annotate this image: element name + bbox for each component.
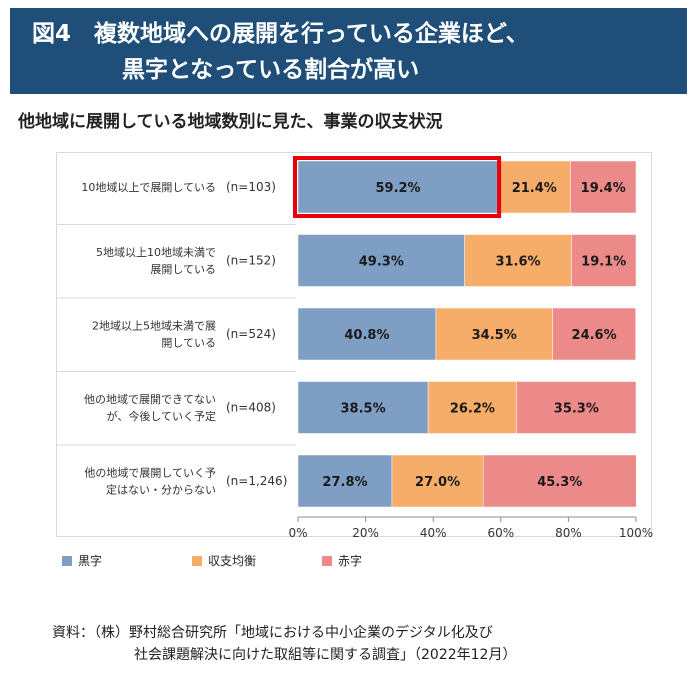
legend-label: 黒字 [78, 554, 103, 568]
chart-frame [56, 152, 652, 537]
figure-title-line2: 黒字となっている割合が高い [122, 57, 420, 83]
legend-label: 赤字 [338, 554, 363, 568]
chart-legend: 黒字 収支均衡 赤字 [0, 552, 700, 572]
legend-swatch [192, 555, 202, 566]
legend-label: 収支均衡 [208, 554, 257, 568]
source-line2: 社会課題解決に向けた取組等に関する調査」（2022年12月） [134, 647, 517, 663]
figure-title-line1: 図4 複数地域への展開を行っている企業ほど、 [32, 21, 529, 47]
source-note: 資料：（株）野村総合研究所「地域における中小企業のデジタル化及び 社会課題解決に… [52, 622, 516, 666]
figure-header: 図4 複数地域への展開を行っている企業ほど、 黒字となっている割合が高い [10, 8, 687, 94]
source-line1: 資料：（株）野村総合研究所「地域における中小企業のデジタル化及び [52, 625, 493, 641]
legend-swatch [62, 555, 72, 566]
chart-subtitle: 他地域に展開している地域数別に見た、事業の収支状況 [18, 112, 443, 132]
legend-item: 黒字 [62, 552, 102, 569]
legend-swatch [322, 555, 332, 566]
legend-item: 赤字 [322, 552, 362, 569]
legend-item: 収支均衡 [192, 552, 256, 569]
